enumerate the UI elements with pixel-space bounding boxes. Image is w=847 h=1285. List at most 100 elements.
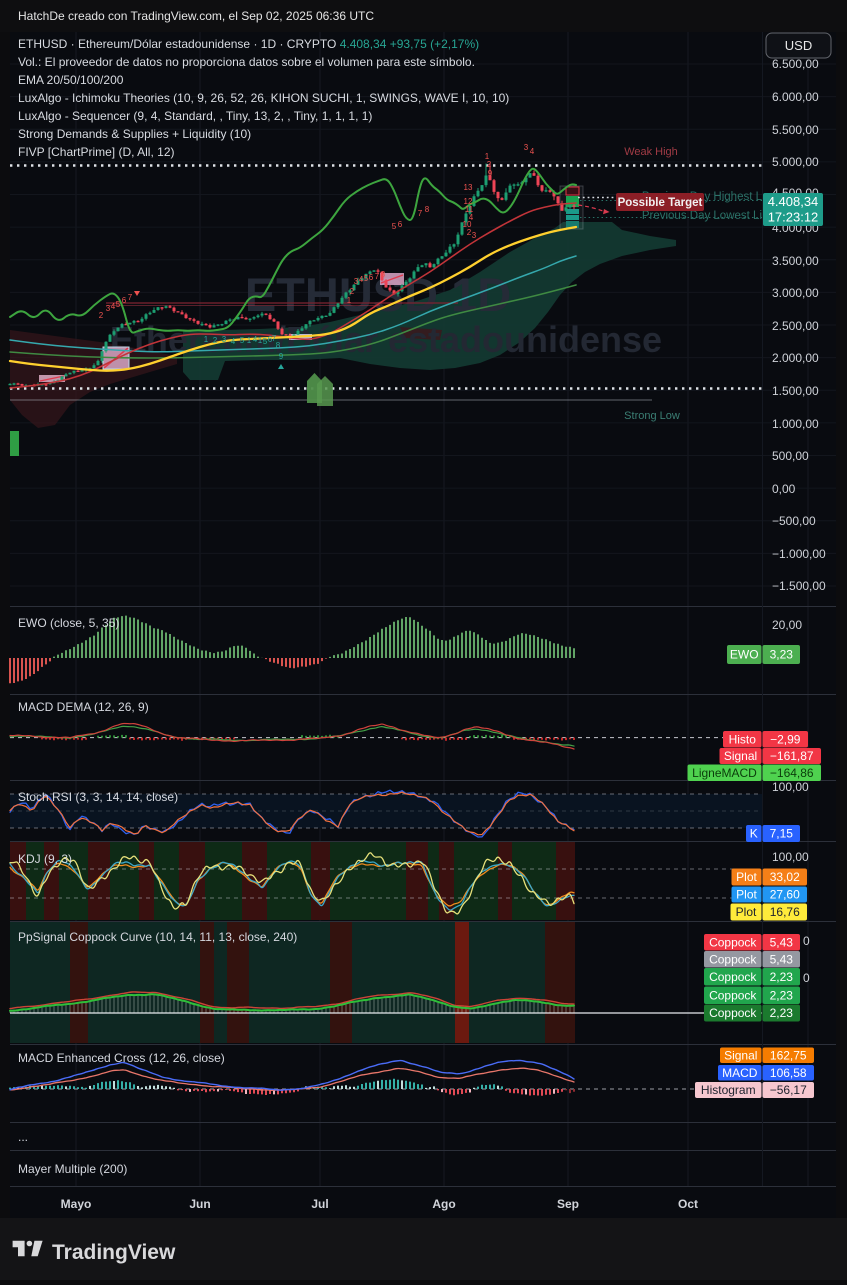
svg-text:2: 2 xyxy=(213,336,218,345)
svg-text:EWO: EWO xyxy=(730,648,759,662)
svg-text:100,00: 100,00 xyxy=(772,850,809,864)
svg-text:6.000,00: 6.000,00 xyxy=(772,90,819,104)
svg-text:Ago: Ago xyxy=(432,1197,455,1211)
svg-text:Previous Day Lowest Li: Previous Day Lowest Li xyxy=(642,210,762,222)
svg-text:Histogram: Histogram xyxy=(701,1083,756,1097)
svg-text:4: 4 xyxy=(530,147,535,156)
svg-text:2: 2 xyxy=(467,228,472,237)
svg-text:17:23:12: 17:23:12 xyxy=(768,210,819,225)
svg-text:33,02: 33,02 xyxy=(770,870,800,884)
svg-text:16,76: 16,76 xyxy=(770,905,800,919)
svg-text:Histo: Histo xyxy=(729,732,757,746)
svg-text:2,23: 2,23 xyxy=(770,970,794,984)
svg-text:2: 2 xyxy=(99,311,104,320)
svg-text:3: 3 xyxy=(354,277,359,286)
svg-text:EWO (close, 5, 35): EWO (close, 5, 35) xyxy=(18,616,119,630)
svg-text:4: 4 xyxy=(231,337,236,346)
svg-text:MACD Enhanced Cross (12, 26, c: MACD Enhanced Cross (12, 26, close) xyxy=(18,1051,225,1065)
svg-text:−1.000,00: −1.000,00 xyxy=(772,547,826,561)
svg-text:6: 6 xyxy=(369,273,374,282)
svg-text:2,23: 2,23 xyxy=(770,1006,794,1020)
svg-text:3,23: 3,23 xyxy=(770,648,794,662)
svg-text:1: 1 xyxy=(258,336,263,345)
svg-text:K: K xyxy=(750,827,758,841)
svg-text:MACD DEMA (12, 26, 9): MACD DEMA (12, 26, 9) xyxy=(18,700,149,714)
svg-text:Vol.: El proveedor de datos no: Vol.: El proveedor de datos no proporcio… xyxy=(18,55,475,69)
svg-text:13: 13 xyxy=(464,183,473,192)
svg-text:MACD: MACD xyxy=(722,1066,758,1080)
svg-text:1: 1 xyxy=(247,336,252,345)
svg-text:5: 5 xyxy=(116,300,121,309)
svg-text:Coppock: Coppock xyxy=(709,970,757,984)
svg-text:5: 5 xyxy=(263,337,268,346)
svg-text:Coppock: Coppock xyxy=(709,988,757,1002)
svg-text:USD: USD xyxy=(785,38,812,53)
svg-text:−2,99: −2,99 xyxy=(770,732,801,746)
svg-text:3.000,00: 3.000,00 xyxy=(772,286,819,300)
svg-text:PpSignal Coppock Curve (10, 14: PpSignal Coppock Curve (10, 14, 11, 13, … xyxy=(18,930,297,944)
svg-text:9: 9 xyxy=(488,169,493,178)
svg-text:11: 11 xyxy=(465,205,474,214)
svg-text:7: 7 xyxy=(272,334,277,343)
svg-text:Mayo: Mayo xyxy=(61,1197,92,1211)
svg-text:6.500,00: 6.500,00 xyxy=(772,57,819,71)
svg-text:3: 3 xyxy=(222,335,227,344)
svg-text:ETHUSD · Ethereum/Dólar estado: ETHUSD · Ethereum/Dólar estadounidense ·… xyxy=(18,37,479,51)
svg-text:KDJ (9, 3): KDJ (9, 3) xyxy=(18,852,72,866)
svg-text:1: 1 xyxy=(347,296,352,305)
svg-text:−164,86: −164,86 xyxy=(770,766,814,780)
svg-text:Oct: Oct xyxy=(678,1197,698,1211)
svg-text:Plot: Plot xyxy=(736,888,757,902)
svg-text:Signal: Signal xyxy=(724,749,757,763)
svg-text:5,43: 5,43 xyxy=(770,952,794,966)
svg-text:Sep: Sep xyxy=(557,1197,579,1211)
svg-text:4: 4 xyxy=(469,213,474,222)
svg-text:Mayer Multiple (200): Mayer Multiple (200) xyxy=(18,1162,127,1176)
svg-text:4: 4 xyxy=(111,302,116,311)
svg-text:500,00: 500,00 xyxy=(772,449,809,463)
svg-text:Jun: Jun xyxy=(189,1197,210,1211)
svg-text:1: 1 xyxy=(485,152,490,161)
svg-text:27,60: 27,60 xyxy=(770,888,800,902)
svg-text:HatchDe creado con TradingView: HatchDe creado con TradingView.com, el S… xyxy=(18,9,374,23)
svg-text:20,00: 20,00 xyxy=(772,618,802,632)
svg-text:2,23: 2,23 xyxy=(770,988,794,1002)
svg-text:3: 3 xyxy=(106,304,111,313)
svg-text:−56,17: −56,17 xyxy=(770,1083,807,1097)
svg-text:−1.500,00: −1.500,00 xyxy=(772,579,826,593)
svg-text:5,43: 5,43 xyxy=(770,935,794,949)
svg-text:2: 2 xyxy=(350,287,355,296)
svg-text:Signal: Signal xyxy=(724,1048,757,1062)
svg-text:3: 3 xyxy=(524,143,529,152)
svg-text:0: 0 xyxy=(803,934,810,948)
svg-text:8: 8 xyxy=(276,341,281,350)
svg-text:Coppock: Coppock xyxy=(709,935,757,949)
svg-text:6: 6 xyxy=(122,296,127,305)
svg-text:Weak High: Weak High xyxy=(624,146,678,158)
svg-text:100,00: 100,00 xyxy=(772,780,809,794)
svg-text:EMA 20/50/100/200: EMA 20/50/100/200 xyxy=(18,73,124,87)
svg-text:3: 3 xyxy=(472,231,477,240)
svg-text:0,00: 0,00 xyxy=(772,482,796,496)
svg-text:2.000,00: 2.000,00 xyxy=(772,351,819,365)
svg-text:TradingView: TradingView xyxy=(52,1241,176,1264)
svg-text:3.500,00: 3.500,00 xyxy=(772,254,819,268)
svg-text:Plot: Plot xyxy=(736,870,757,884)
svg-text:Strong Low: Strong Low xyxy=(624,410,680,422)
svg-text:106,58: 106,58 xyxy=(770,1066,807,1080)
svg-text:LuxAlgo - Ichimoku Theories (1: LuxAlgo - Ichimoku Theories (10, 9, 26, … xyxy=(18,91,509,105)
svg-text:0: 0 xyxy=(803,971,810,985)
svg-text:−500,00: −500,00 xyxy=(772,514,816,528)
svg-text:...: ... xyxy=(18,1130,28,1144)
svg-text:8: 8 xyxy=(425,205,430,214)
svg-text:7: 7 xyxy=(128,293,133,302)
svg-text:1.500,00: 1.500,00 xyxy=(772,384,819,398)
svg-text:4: 4 xyxy=(359,275,364,284)
svg-text:Strong Demands & Supplies + Li: Strong Demands & Supplies + Liquidity (1… xyxy=(18,127,251,141)
svg-text:7: 7 xyxy=(418,209,423,218)
svg-text:FIVP [ChartPrime] (D, All, 12): FIVP [ChartPrime] (D, All, 12) xyxy=(18,145,175,159)
svg-text:9: 9 xyxy=(279,352,284,361)
svg-text:5.500,00: 5.500,00 xyxy=(772,123,819,137)
svg-text:4.408,34: 4.408,34 xyxy=(768,194,819,209)
svg-text:1.000,00: 1.000,00 xyxy=(772,417,819,431)
